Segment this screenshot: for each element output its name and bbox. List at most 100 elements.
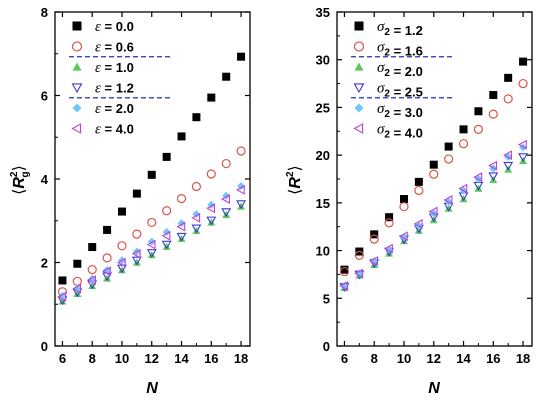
legend-marker bbox=[354, 21, 364, 31]
data-marks bbox=[339, 57, 529, 292]
legend-marker bbox=[353, 83, 365, 94]
data-point bbox=[399, 195, 408, 204]
data-point bbox=[147, 217, 157, 228]
series bbox=[340, 57, 528, 274]
data-point bbox=[235, 184, 245, 195]
y-tick-label: 5 bbox=[323, 291, 330, 306]
data-point bbox=[370, 257, 379, 266]
data-point bbox=[116, 257, 126, 268]
data-point bbox=[88, 243, 97, 252]
data-point bbox=[518, 153, 529, 163]
data-point bbox=[221, 194, 230, 204]
data-point bbox=[444, 204, 453, 212]
data-point bbox=[237, 52, 246, 61]
legend-marker bbox=[71, 41, 83, 52]
data-point bbox=[503, 94, 513, 104]
data-point bbox=[414, 226, 423, 234]
data-point bbox=[236, 200, 247, 210]
data-point bbox=[117, 266, 126, 274]
legend-marker bbox=[71, 83, 83, 94]
y-tick-label: 2 bbox=[41, 256, 48, 271]
data-point bbox=[458, 183, 468, 194]
data-point bbox=[237, 202, 246, 210]
data-point bbox=[206, 203, 216, 214]
data-point bbox=[192, 113, 201, 122]
data-point bbox=[58, 297, 67, 305]
data-point bbox=[162, 152, 171, 161]
data-point bbox=[162, 242, 171, 250]
legend-marker bbox=[71, 123, 82, 134]
data-point bbox=[57, 291, 67, 302]
legend-label: σ2 = 1.6 bbox=[377, 40, 423, 59]
y-tick-label: 35 bbox=[316, 5, 330, 20]
data-point bbox=[429, 216, 438, 224]
legend-label: ε = 0.6 bbox=[95, 40, 134, 56]
data-point bbox=[474, 107, 483, 116]
data-point bbox=[237, 182, 246, 191]
data-point bbox=[444, 154, 454, 164]
legend-label: ε = 1.2 bbox=[95, 81, 134, 97]
data-point bbox=[459, 125, 468, 134]
data-point bbox=[147, 250, 156, 259]
axis-ticks: 6 8 10 12 14 16 18 0 5 10 15 20 25 30 35 bbox=[316, 5, 532, 366]
legend-marker bbox=[72, 62, 82, 71]
data-point bbox=[519, 57, 528, 66]
data-point bbox=[354, 250, 364, 260]
plot-frame bbox=[54, 11, 251, 347]
data-point bbox=[222, 72, 231, 81]
axis-ticks: 6 8 10 12 14 16 18 0 2 4 6 8 bbox=[41, 5, 250, 366]
data-point bbox=[206, 216, 217, 226]
series bbox=[339, 139, 527, 291]
series bbox=[57, 184, 245, 302]
legend-label: ε = 1.0 bbox=[95, 60, 134, 76]
x-tick-label: 16 bbox=[486, 351, 500, 366]
data-point bbox=[428, 206, 438, 217]
data-point bbox=[177, 132, 186, 141]
data-point bbox=[88, 281, 97, 290]
data-point bbox=[147, 170, 156, 179]
data-point bbox=[369, 234, 379, 244]
legend-marker bbox=[72, 21, 82, 31]
data-point bbox=[503, 150, 512, 161]
y-axis-title: ⟨R2⟩ bbox=[285, 165, 304, 195]
legend-label: σ2 = 2.0 bbox=[377, 60, 423, 79]
data-point bbox=[503, 161, 514, 171]
x-tick-label: 18 bbox=[516, 351, 530, 366]
data-point bbox=[221, 158, 231, 169]
series bbox=[58, 182, 246, 300]
legend-marker bbox=[354, 103, 364, 113]
series bbox=[58, 52, 246, 285]
data-point bbox=[474, 184, 483, 192]
data-point bbox=[73, 259, 82, 268]
data-point bbox=[517, 139, 527, 150]
data-point bbox=[161, 240, 172, 250]
data-point bbox=[162, 206, 172, 216]
y-tick-label: 10 bbox=[316, 244, 330, 259]
legend: σ2 = 1.2 σ2 = 1.6σ2 = 2.0 σ2 = 2.5σ2 = 3.0… bbox=[351, 19, 454, 141]
x-tick-label: 16 bbox=[204, 351, 218, 366]
data-point bbox=[413, 218, 423, 229]
data-point bbox=[444, 142, 453, 151]
data-point bbox=[383, 243, 393, 254]
y-tick-label: 8 bbox=[41, 5, 48, 20]
data-point bbox=[132, 229, 142, 239]
data-point bbox=[207, 218, 216, 226]
x-tick-label: 8 bbox=[371, 351, 378, 366]
data-point bbox=[146, 249, 157, 259]
data-point bbox=[191, 212, 201, 223]
legend-marker bbox=[72, 103, 82, 113]
x-axis-title: N bbox=[146, 380, 158, 397]
y-tick-label: 0 bbox=[41, 339, 48, 354]
x-tick-label: 6 bbox=[59, 351, 66, 366]
data-point bbox=[117, 207, 126, 216]
y-tick-label: 20 bbox=[316, 148, 330, 163]
data-point bbox=[429, 169, 439, 179]
data-point bbox=[340, 265, 349, 274]
x-tick-label: 6 bbox=[341, 351, 348, 366]
data-point bbox=[221, 208, 232, 218]
legend-label: ε = 0.0 bbox=[95, 19, 134, 35]
data-point bbox=[87, 275, 96, 285]
data-point bbox=[132, 189, 141, 198]
data-point bbox=[489, 91, 498, 100]
